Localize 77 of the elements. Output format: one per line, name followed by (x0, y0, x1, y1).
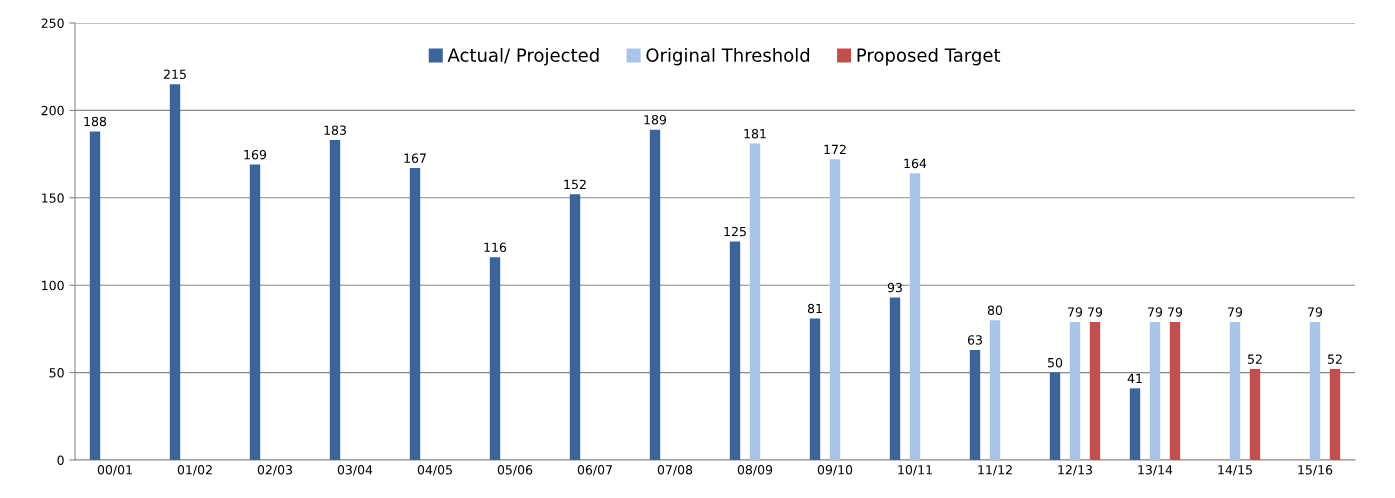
x-tick-label: 15/16 (1298, 465, 1333, 476)
bar (749, 143, 761, 460)
x-tick-label: 05/06 (497, 465, 533, 476)
bar (989, 320, 1001, 460)
bar (829, 159, 841, 460)
y-tick-label: 0 (57, 455, 64, 465)
bar (1249, 369, 1261, 460)
x-tick-label: 04/05 (417, 465, 452, 476)
legend-label: Proposed Target (857, 47, 1001, 66)
data-label: 41 (1127, 373, 1142, 383)
x-tick-label: 14/15 (1218, 465, 1252, 476)
data-label: 189 (644, 114, 667, 125)
x-tick-label: 02/03 (257, 465, 293, 476)
bar (249, 164, 261, 460)
data-label: 52 (1328, 354, 1342, 364)
data-label: 169 (244, 149, 267, 160)
bar (1129, 388, 1141, 460)
data-label: 79 (1088, 307, 1103, 317)
bar (569, 194, 581, 460)
data-label: 172 (824, 144, 846, 154)
data-label: 79 (1148, 307, 1163, 317)
bar (329, 140, 341, 460)
bar (1069, 321, 1081, 460)
bar (809, 318, 821, 460)
bar (1089, 321, 1101, 460)
bar (89, 131, 101, 460)
data-label: 183 (324, 125, 346, 135)
data-label: 81 (807, 303, 822, 314)
data-label: 50 (1048, 357, 1063, 368)
data-label: 152 (564, 179, 586, 190)
bar (1169, 321, 1181, 460)
x-tick-label: 11/12 (978, 465, 1012, 476)
bar (1329, 369, 1341, 460)
data-label: 93 (887, 282, 902, 293)
bar (169, 84, 181, 460)
bar (489, 257, 501, 460)
data-label: 79 (1228, 307, 1243, 317)
bar (1309, 321, 1321, 460)
legend-label: Original Threshold (646, 47, 810, 66)
data-label: 125 (724, 226, 746, 237)
data-label: 79 (1068, 307, 1083, 317)
y-tick-label: 150 (42, 193, 64, 203)
data-label: 181 (744, 128, 766, 139)
x-tick-label: 06/07 (577, 465, 612, 476)
bar (1149, 321, 1161, 460)
data-label: 79 (1308, 307, 1323, 317)
x-tick-label: 07/08 (657, 465, 693, 476)
x-tick-label: 00/01 (97, 465, 132, 476)
data-label: 63 (967, 335, 982, 345)
data-label: 164 (904, 158, 927, 169)
data-label: 80 (987, 305, 1003, 315)
x-tick-label: 13/14 (1138, 465, 1173, 476)
y-tick-label: 100 (42, 280, 64, 291)
bar (649, 129, 661, 460)
x-tick-label: 12/13 (1058, 465, 1093, 476)
data-label: 188 (84, 116, 107, 127)
data-label: 167 (404, 153, 426, 163)
bar (409, 168, 421, 460)
x-tick-label: 10/11 (898, 465, 932, 476)
bar (969, 349, 981, 460)
bar (1049, 372, 1061, 460)
data-label: 79 (1168, 307, 1183, 317)
x-tick-label: 01/02 (177, 465, 212, 476)
legend-label: Actual/ Projected (447, 47, 599, 66)
y-tick-label: 250 (41, 18, 64, 28)
x-tick-label: 03/04 (337, 465, 373, 476)
bar (909, 173, 921, 460)
data-label: 52 (1248, 354, 1262, 364)
y-tick-label: 200 (41, 105, 64, 116)
data-label: 215 (163, 69, 186, 79)
bar (729, 241, 741, 460)
x-tick-label: 09/10 (817, 465, 853, 476)
y-tick-label: 50 (49, 368, 64, 378)
data-label: 116 (484, 242, 507, 253)
bar (889, 297, 901, 460)
bar (1229, 321, 1241, 460)
x-tick-label: 08/09 (737, 465, 773, 476)
